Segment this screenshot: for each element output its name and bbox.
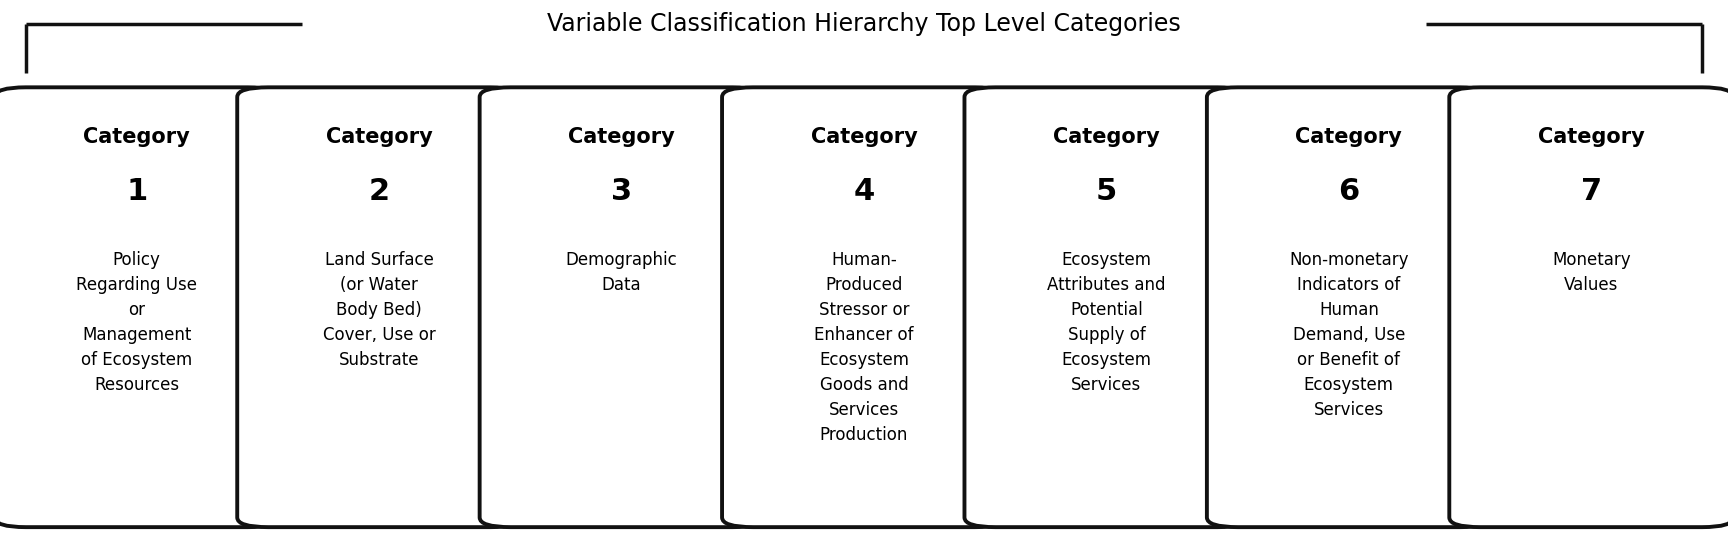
- Text: Category: Category: [1052, 127, 1159, 148]
- Text: Category: Category: [1538, 127, 1645, 148]
- Text: Monetary
Values: Monetary Values: [1552, 251, 1631, 294]
- FancyBboxPatch shape: [1206, 87, 1491, 527]
- Text: Demographic
Data: Demographic Data: [565, 251, 677, 294]
- Text: 2: 2: [368, 177, 391, 206]
- FancyBboxPatch shape: [0, 87, 278, 527]
- FancyBboxPatch shape: [480, 87, 764, 527]
- Text: Category: Category: [327, 127, 432, 148]
- FancyBboxPatch shape: [964, 87, 1248, 527]
- FancyBboxPatch shape: [722, 87, 1006, 527]
- Text: Category: Category: [569, 127, 676, 148]
- FancyBboxPatch shape: [1450, 87, 1728, 527]
- Text: Category: Category: [810, 127, 918, 148]
- Text: Variable Classification Hierarchy Top Level Categories: Variable Classification Hierarchy Top Le…: [548, 12, 1180, 36]
- Text: Land Surface
(or Water
Body Bed)
Cover, Use or
Substrate: Land Surface (or Water Body Bed) Cover, …: [323, 251, 435, 369]
- FancyBboxPatch shape: [237, 87, 522, 527]
- Text: 4: 4: [854, 177, 874, 206]
- Text: Non-monetary
Indicators of
Human
Demand, Use
or Benefit of
Ecosystem
Services: Non-monetary Indicators of Human Demand,…: [1289, 251, 1408, 419]
- Text: 7: 7: [1581, 177, 1602, 206]
- Text: Category: Category: [1296, 127, 1401, 148]
- Text: 3: 3: [612, 177, 632, 206]
- Text: Human-
Produced
Stressor or
Enhancer of
Ecosystem
Goods and
Services
Production: Human- Produced Stressor or Enhancer of …: [814, 251, 914, 444]
- Text: Category: Category: [83, 127, 190, 148]
- Text: 6: 6: [1337, 177, 1360, 206]
- Text: Ecosystem
Attributes and
Potential
Supply of
Ecosystem
Services: Ecosystem Attributes and Potential Suppl…: [1047, 251, 1166, 393]
- Text: 5: 5: [1096, 177, 1116, 206]
- Text: 1: 1: [126, 177, 147, 206]
- Text: Policy
Regarding Use
or
Management
of Ecosystem
Resources: Policy Regarding Use or Management of Ec…: [76, 251, 197, 393]
